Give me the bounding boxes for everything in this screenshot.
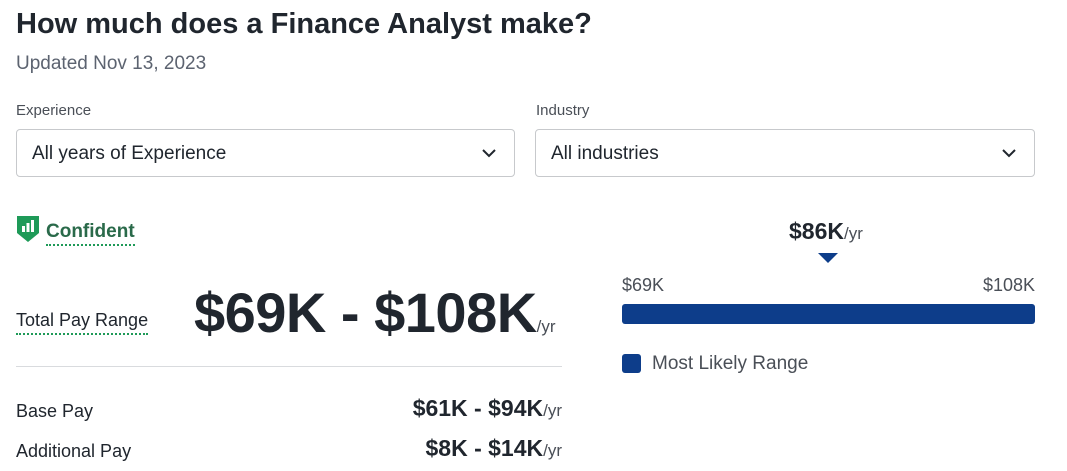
additional-pay-value: $8K - $14K/yr xyxy=(425,435,562,462)
range-max-label: $108K xyxy=(982,275,1035,295)
per-year-unit: /yr xyxy=(536,317,556,336)
experience-label: Experience xyxy=(16,102,92,119)
per-year-unit: /yr xyxy=(843,224,863,243)
industry-label: Industry xyxy=(536,102,590,119)
industry-select-value: All industries xyxy=(551,143,659,164)
legend-swatch xyxy=(622,354,641,373)
base-pay-amount: $61K - $94K xyxy=(412,395,544,421)
divider xyxy=(16,366,562,367)
total-pay-range-label[interactable]: Total Pay Range xyxy=(16,310,149,335)
per-year-unit: /yr xyxy=(543,401,562,420)
legend-label: Most Likely Range xyxy=(652,353,809,374)
additional-pay-label: Additional Pay xyxy=(16,441,132,461)
experience-select-value: All years of Experience xyxy=(32,143,227,164)
chevron-down-icon xyxy=(482,149,496,158)
additional-pay-amount: $8K - $14K xyxy=(425,435,544,461)
experience-select[interactable]: All years of Experience xyxy=(16,129,515,177)
bar-chart-shield-icon xyxy=(17,216,39,242)
most-likely-range-bar xyxy=(622,304,1035,324)
total-pay-range-amount: $69K - $108K xyxy=(194,281,537,344)
base-pay-label: Base Pay xyxy=(16,401,94,421)
confidence-label[interactable]: Confident xyxy=(46,221,135,246)
chevron-down-icon xyxy=(1002,149,1016,158)
median-pay-value: $86K/yr xyxy=(789,218,863,245)
page-title: How much does a Finance Analyst make? xyxy=(16,8,592,40)
total-pay-range-value: $69K - $108K/yr xyxy=(194,280,556,345)
updated-date: Updated Nov 13, 2023 xyxy=(16,53,207,74)
base-pay-value: $61K - $94K/yr xyxy=(413,395,562,422)
range-min-label: $69K xyxy=(622,275,665,295)
industry-select[interactable]: All industries xyxy=(535,129,1035,177)
per-year-unit: /yr xyxy=(543,441,562,460)
median-marker-icon xyxy=(818,253,838,263)
median-pay-amount: $86K xyxy=(789,218,844,244)
